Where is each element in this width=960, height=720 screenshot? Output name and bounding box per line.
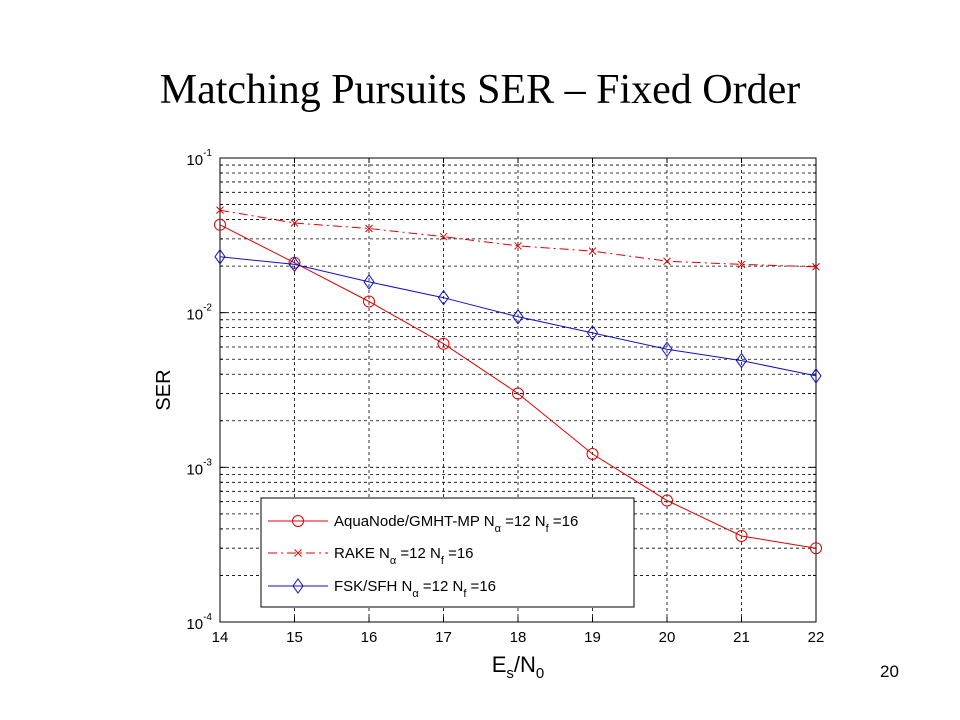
x-tick-label: 22 bbox=[808, 629, 825, 646]
x-marker-stroke bbox=[514, 242, 522, 250]
data-point-rake bbox=[812, 262, 820, 271]
legend-box bbox=[260, 497, 635, 608]
data-point-rake bbox=[663, 257, 671, 266]
data-point-fsk bbox=[586, 325, 599, 341]
x-marker-stroke bbox=[294, 549, 302, 557]
data-point-aquanode bbox=[437, 337, 450, 350]
data-point-aquanode bbox=[586, 447, 599, 460]
legend-label-aquanode: AquaNode/GMHT-MP Nα =12 Nf =16 bbox=[334, 513, 578, 535]
data-point-rake bbox=[514, 242, 522, 250]
data-point-rake bbox=[216, 206, 224, 215]
data-point-aquanode bbox=[735, 529, 748, 542]
data-point-rake bbox=[737, 260, 746, 269]
data-point-fsk bbox=[810, 368, 822, 384]
y-tick-label: 10-1 bbox=[186, 148, 212, 169]
x-marker-stroke bbox=[663, 257, 671, 266]
data-point-rake bbox=[365, 224, 373, 233]
x-marker-stroke bbox=[290, 219, 299, 227]
data-point-fsk bbox=[214, 248, 226, 265]
legend-marker-fsk bbox=[292, 578, 304, 594]
data-point-aquanode bbox=[810, 542, 822, 555]
legend: AquaNode/GMHT-MP Nα =12 Nf =16 RAKE Nα =1… bbox=[260, 497, 635, 608]
data-point-rake bbox=[588, 247, 597, 255]
page-number: 20 bbox=[880, 662, 899, 681]
x-tick-label: 14 bbox=[212, 629, 229, 646]
series-rake bbox=[216, 206, 820, 271]
x-marker-stroke bbox=[216, 206, 224, 215]
data-point-fsk bbox=[288, 256, 301, 273]
data-point-aquanode bbox=[214, 218, 226, 231]
x-tick-label: 15 bbox=[286, 629, 303, 646]
legend-marker-rake bbox=[294, 549, 302, 557]
x-tick-label: 17 bbox=[435, 629, 452, 646]
series-line-fsk bbox=[219, 256, 817, 377]
data-point-fsk bbox=[735, 352, 748, 369]
x-tick-label: 21 bbox=[733, 629, 750, 646]
x-marker-stroke bbox=[588, 247, 597, 255]
x-tick-label: 19 bbox=[584, 629, 601, 646]
data-point-aquanode bbox=[512, 387, 524, 400]
x-axis-label: Es/N0 bbox=[492, 652, 545, 682]
legend-marker-aquanode bbox=[292, 515, 304, 527]
x-marker-stroke bbox=[365, 224, 373, 233]
series-fsk bbox=[214, 248, 822, 384]
slide-title: Matching Pursuits SER – Fixed Order bbox=[159, 67, 801, 113]
y-tick-label: 10-2 bbox=[186, 303, 212, 324]
data-point-rake bbox=[439, 232, 448, 241]
x-tick-label: 18 bbox=[510, 629, 527, 646]
y-tick-label: 10-3 bbox=[186, 457, 212, 478]
series-aquanode bbox=[214, 218, 822, 555]
legend-label-fsk: FSK/SFH Nα =12 Nf =16 bbox=[334, 578, 496, 600]
data-series bbox=[214, 206, 822, 555]
x-tick-label: 16 bbox=[361, 629, 378, 646]
series-line-rake bbox=[219, 209, 817, 268]
data-point-fsk bbox=[512, 308, 524, 325]
y-axis-label: SER bbox=[153, 369, 175, 410]
data-point-fsk bbox=[363, 274, 375, 290]
x-tick-label: 20 bbox=[659, 629, 676, 646]
data-point-rake bbox=[290, 219, 299, 227]
axis-ticks: 14 15 16 17 18 19 20 21 22 10-1 10-2 10-3 10-4 bbox=[186, 148, 824, 646]
x-marker-stroke bbox=[812, 262, 820, 271]
legend-label-rake: RAKE Nα =12 Nf =16 bbox=[334, 545, 474, 567]
y-tick-label: 10-4 bbox=[186, 612, 212, 633]
data-point-aquanode bbox=[661, 494, 673, 507]
series-line-aquanode bbox=[219, 224, 817, 549]
x-marker-stroke bbox=[737, 260, 746, 269]
data-point-aquanode bbox=[363, 295, 375, 308]
data-point-fsk bbox=[437, 289, 450, 306]
x-marker-stroke bbox=[439, 232, 448, 241]
data-point-fsk bbox=[661, 341, 673, 358]
